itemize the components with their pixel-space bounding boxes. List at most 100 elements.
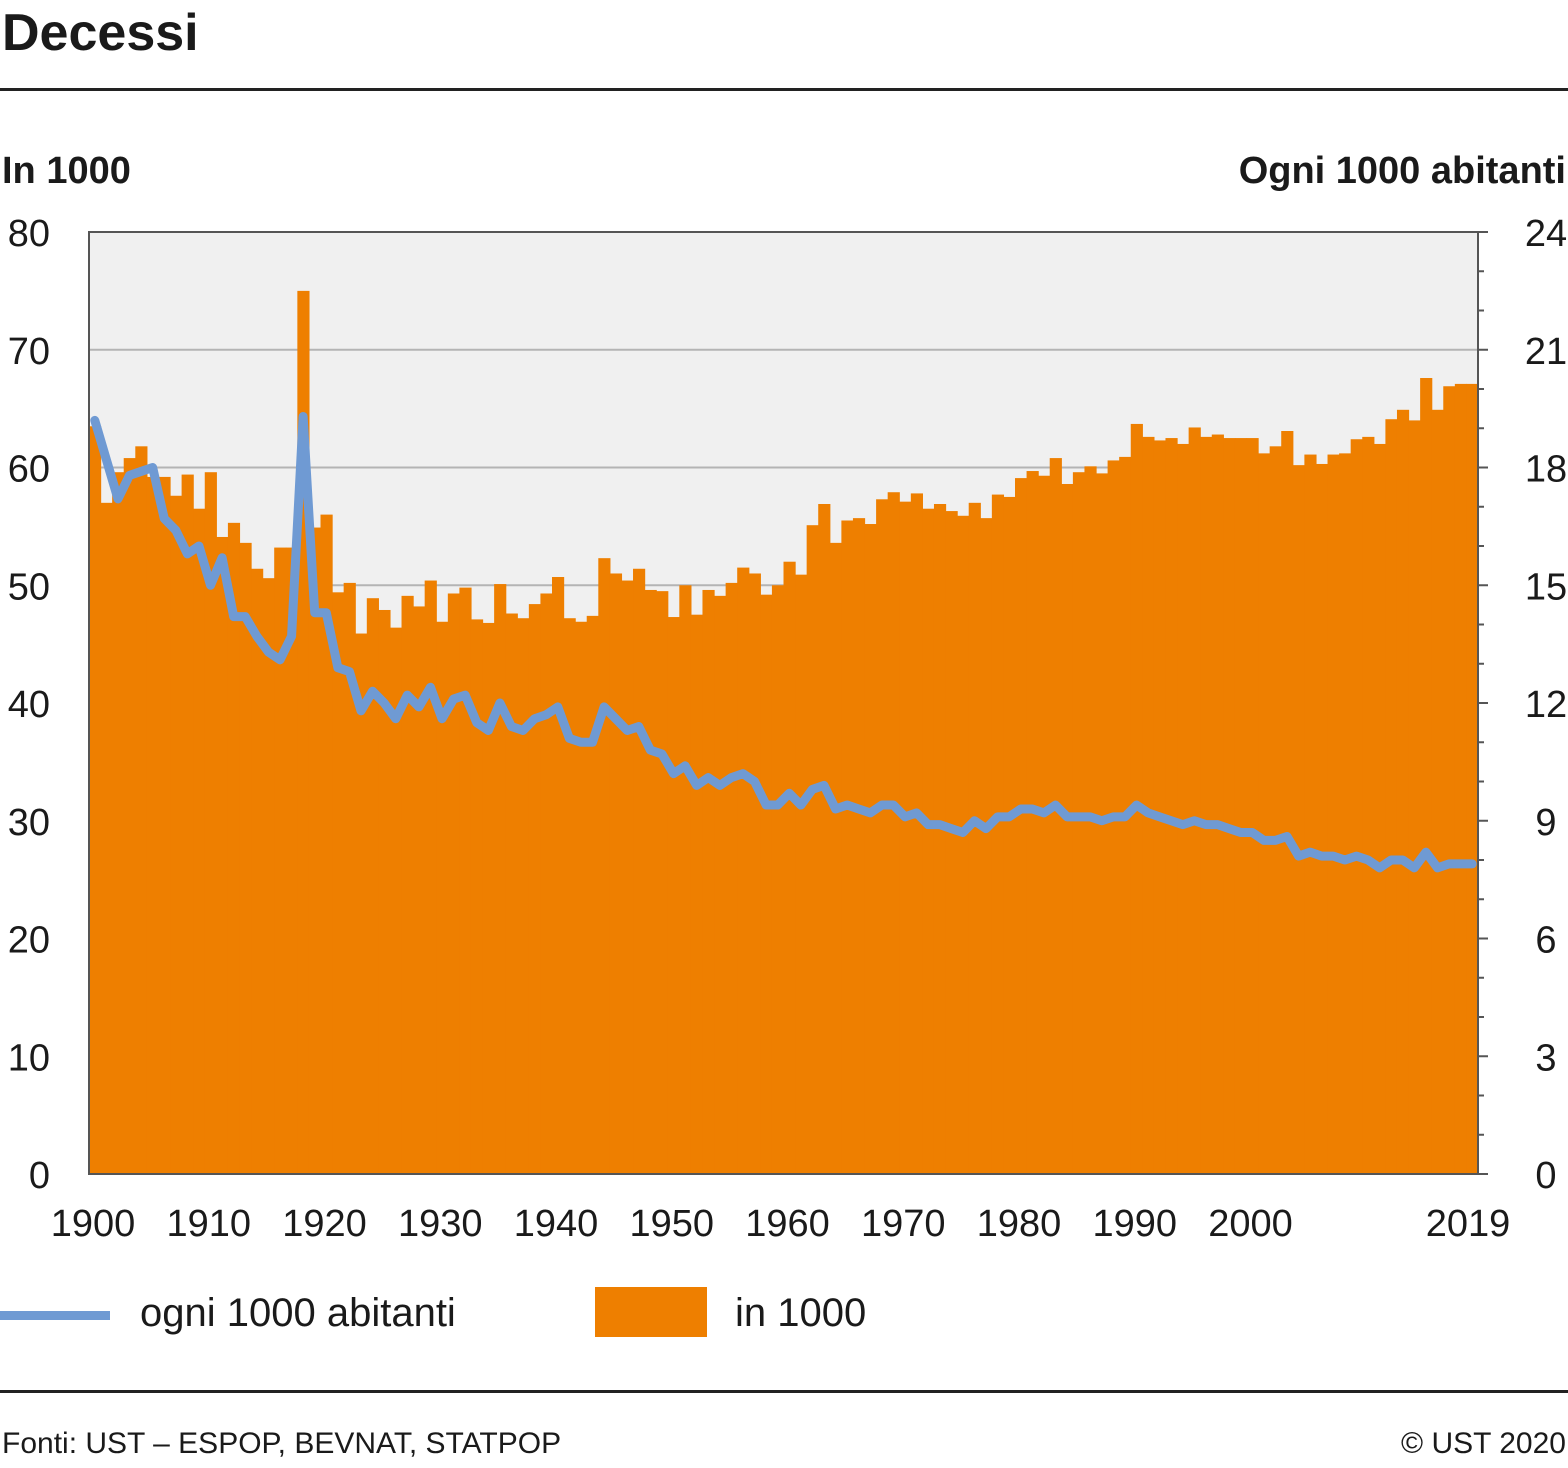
bar-1974 <box>945 511 958 1174</box>
bar-1984 <box>1061 483 1074 1174</box>
bar-1970 <box>899 501 912 1174</box>
x-tick-label: 2000 <box>1208 1203 1293 1245</box>
right-tick-label: 18 <box>1525 449 1567 491</box>
bar-2000 <box>1246 438 1259 1174</box>
legend: ogni 1000 abitanti in 1000 <box>0 1282 1568 1346</box>
bar-1964 <box>829 542 842 1174</box>
bar-1996 <box>1200 436 1213 1174</box>
bar-1948 <box>644 589 657 1174</box>
bar-1936 <box>505 613 518 1174</box>
bar-1935 <box>494 584 507 1174</box>
bar-1942 <box>575 621 588 1174</box>
legend-line-swatch <box>0 1311 110 1320</box>
right-tick-label: 3 <box>1535 1037 1556 1079</box>
death-chart: 0 10 20 30 40 50 60 70 80 0 3 6 9 12 15 18 21 24 1900 191… <box>8 213 1567 1245</box>
bar-1903 <box>123 458 136 1175</box>
bar-1966 <box>852 518 866 1174</box>
x-tick-label: 1970 <box>861 1203 946 1245</box>
bar-2009 <box>1350 439 1363 1174</box>
bar-2017 <box>1443 386 1456 1174</box>
bar-1912 <box>227 522 241 1174</box>
bar-1943 <box>586 615 599 1174</box>
bar-1919 <box>308 527 322 1174</box>
bar-1901 <box>100 502 113 1174</box>
bar-1939 <box>540 593 553 1174</box>
bar-2002 <box>1269 446 1282 1174</box>
bar-2006 <box>1315 463 1329 1175</box>
bar-1907 <box>170 495 183 1174</box>
bar-1979 <box>1003 496 1016 1174</box>
bar-1993 <box>1165 438 1178 1174</box>
bar-1951 <box>679 585 692 1174</box>
bar-1929 <box>424 580 437 1174</box>
right-tick-label: 15 <box>1525 566 1567 608</box>
x-tick-label: 1960 <box>745 1203 830 1245</box>
bar-1949 <box>656 591 669 1174</box>
bar-2007 <box>1327 454 1340 1174</box>
bar-2012 <box>1385 419 1398 1175</box>
bottom-divider <box>0 1390 1568 1393</box>
source-note: Fonti: UST – ESPOP, BEVNAT, STATPOP <box>2 1427 562 1460</box>
bar-1977 <box>980 518 993 1174</box>
bar-1978 <box>991 494 1005 1175</box>
right-axis-tick-labels: 0 3 6 9 12 15 18 21 24 <box>1525 213 1567 1197</box>
chart-title: Decessi <box>2 4 199 62</box>
bar-2004 <box>1292 465 1305 1174</box>
bar-1954 <box>714 595 727 1174</box>
bar-1955 <box>725 582 738 1174</box>
bar-1975 <box>957 515 970 1174</box>
bar-1940 <box>552 577 565 1174</box>
line-series-per-1000-inhabitants <box>90 411 1477 873</box>
left-tick-label: 60 <box>8 449 50 491</box>
y-axis-left-title: In 1000 <box>2 150 131 192</box>
bar-1944 <box>598 558 611 1174</box>
bar-1917 <box>285 547 298 1174</box>
bar-1959 <box>771 585 785 1174</box>
bar-1941 <box>563 618 576 1174</box>
bar-1933 <box>470 619 484 1174</box>
bar-1995 <box>1188 427 1201 1175</box>
bar-1976 <box>968 502 981 1174</box>
x-tick-label: 1900 <box>51 1203 136 1245</box>
bar-1952 <box>690 614 704 1174</box>
x-tick-label: 1910 <box>166 1203 251 1245</box>
bar-1980 <box>1015 478 1028 1175</box>
x-axis-tick-labels: 1900 1910 1920 1930 1940 1950 1960 1970 1980 1990… <box>51 1203 1511 1245</box>
bar-1910 <box>204 472 217 1175</box>
left-tick-label: 30 <box>8 802 50 844</box>
legend-label-bars: in 1000 <box>735 1291 867 1335</box>
right-tick-label: 0 <box>1535 1155 1556 1197</box>
right-tick-label: 6 <box>1535 920 1556 962</box>
bar-1968 <box>876 499 889 1174</box>
bar-1945 <box>609 573 623 1174</box>
bar-1920 <box>320 514 333 1174</box>
bar-1961 <box>795 574 808 1174</box>
legend-bar-swatch <box>595 1287 707 1337</box>
bar-1965 <box>841 520 854 1174</box>
bar-1913 <box>239 542 252 1174</box>
x-tick-label: 1930 <box>398 1203 483 1245</box>
bar-series-in-1000 <box>89 290 1479 1175</box>
bar-1904 <box>135 446 148 1174</box>
bar-1990 <box>1130 423 1143 1174</box>
bar-1985 <box>1072 472 1086 1175</box>
left-tick-label: 0 <box>29 1155 50 1197</box>
bar-2011 <box>1373 443 1386 1174</box>
legend-label-line: ogni 1000 abitanti <box>140 1291 456 1335</box>
bar-1916 <box>274 547 287 1174</box>
bar-1981 <box>1026 471 1039 1174</box>
bar-1928 <box>413 606 426 1174</box>
x-tick-label: 1980 <box>977 1203 1062 1245</box>
bar-1953 <box>702 589 715 1174</box>
right-tick-label: 21 <box>1525 331 1567 373</box>
bar-1921 <box>332 592 345 1174</box>
right-axis-minor-ticks <box>1478 231 1488 1175</box>
bar-1992 <box>1153 440 1167 1174</box>
bar-1982 <box>1038 475 1051 1174</box>
x-tick-label: 2019 <box>1426 1203 1511 1245</box>
bar-1957 <box>748 573 761 1174</box>
bar-2016 <box>1431 409 1444 1174</box>
x-tick-label: 1940 <box>514 1203 599 1245</box>
bar-2010 <box>1362 436 1375 1174</box>
bar-1908 <box>181 474 194 1174</box>
